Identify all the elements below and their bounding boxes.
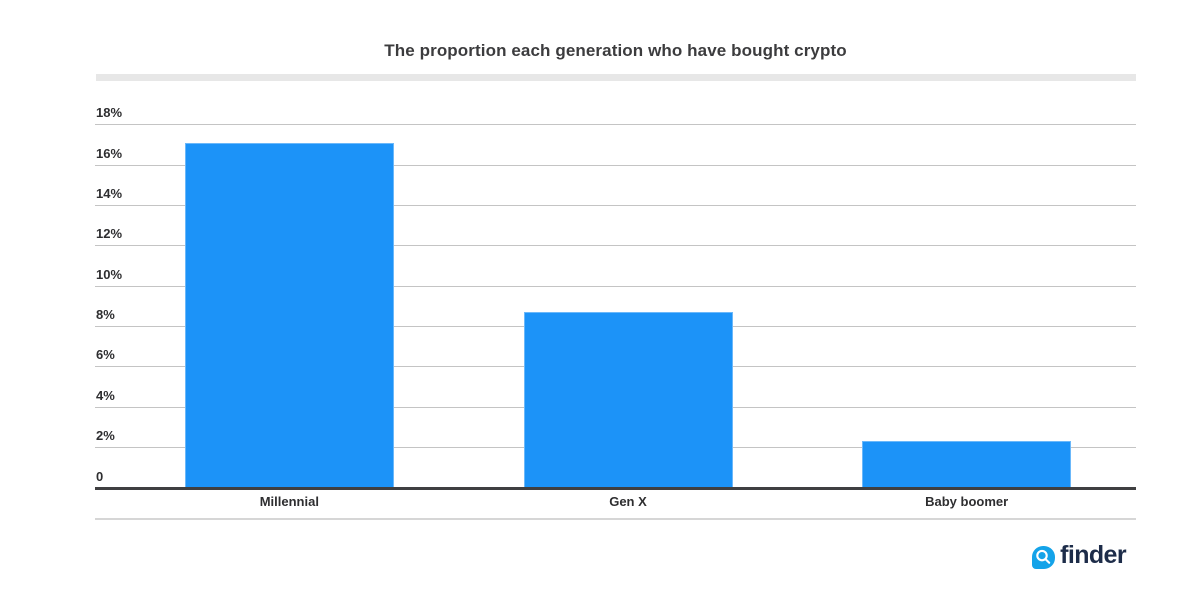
gridline-18% (95, 124, 1136, 126)
x-axis-label: Millennial (259, 494, 319, 509)
y-axis-tick-label: 12% (96, 226, 123, 242)
footer-divider (95, 518, 1136, 520)
bar-millennial (184, 142, 394, 490)
logo-text: finder (1060, 541, 1126, 569)
bar-gen-x (523, 311, 733, 490)
y-axis-tick-label: 0 (96, 468, 104, 484)
y-axis-tick-label: 8% (96, 307, 115, 323)
y-axis-tick-label: 4% (96, 387, 115, 403)
x-axis-label: Baby boomer (925, 494, 1009, 509)
title-divider (96, 74, 1136, 81)
gridline-10% (95, 285, 1136, 287)
magnifier-icon (1032, 545, 1056, 569)
chart-title: The proportion each generation who have … (384, 41, 847, 60)
bar-baby-boomer (862, 441, 1072, 490)
gridline-14% (95, 205, 1136, 207)
y-axis-tick-label: 16% (96, 145, 123, 161)
y-axis-tick-label: 6% (96, 347, 115, 363)
x-axis-line (95, 486, 1136, 490)
gridline-12% (95, 245, 1136, 247)
y-axis-tick-label: 2% (96, 428, 115, 444)
y-axis-tick-label: 10% (96, 266, 123, 282)
gridline-16% (95, 164, 1136, 166)
y-axis-tick-label: 14% (96, 186, 123, 202)
y-axis-tick-label: 18% (96, 105, 123, 121)
x-axis-label: Gen X (609, 494, 647, 509)
finder-logo[interactable]: finder (1032, 541, 1127, 570)
